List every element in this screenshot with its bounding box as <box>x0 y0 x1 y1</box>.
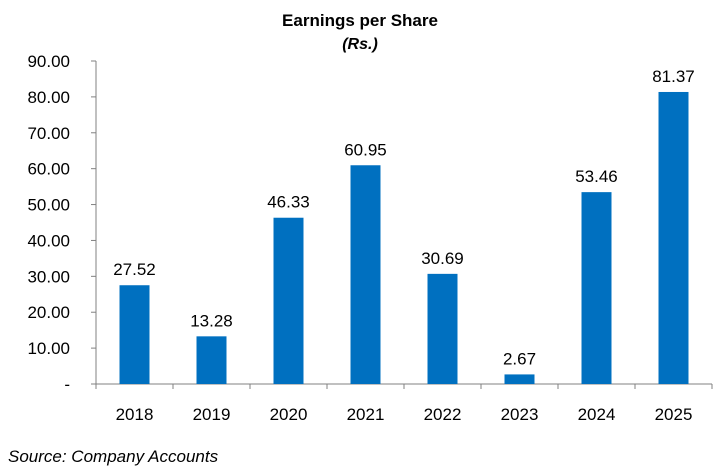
chart-title: Earnings per Share <box>282 11 438 30</box>
bar-2021 <box>350 165 381 384</box>
x-tick-label-2024: 2024 <box>578 405 616 424</box>
x-tick-label-2019: 2019 <box>193 405 231 424</box>
bar-2019 <box>196 336 227 384</box>
data-label-2023: 2.67 <box>503 349 536 368</box>
data-label-2025: 81.37 <box>652 67 695 86</box>
x-tick-label-2020: 2020 <box>270 405 308 424</box>
data-label-2020: 46.33 <box>267 193 310 212</box>
y-tick-label: 10.00 <box>27 339 70 358</box>
y-tick-label: 40.00 <box>27 231 70 250</box>
bar-2022 <box>427 273 458 384</box>
y-tick-label: 20.00 <box>27 303 70 322</box>
x-tick-label-2025: 2025 <box>655 405 693 424</box>
y-tick-label: 60.00 <box>27 160 70 179</box>
y-tick-label: 30.00 <box>27 267 70 286</box>
y-tick-label: 50.00 <box>27 196 70 215</box>
y-tick-label: 90.00 <box>27 52 70 71</box>
chart-subtitle: (Rs.) <box>342 36 378 53</box>
data-label-2022: 30.69 <box>421 249 464 268</box>
data-label-2019: 13.28 <box>190 311 233 330</box>
data-label-2024: 53.46 <box>575 167 618 186</box>
bar-2023 <box>504 374 535 384</box>
y-tick-label: - <box>64 375 70 394</box>
data-label-2018: 27.52 <box>113 260 156 279</box>
y-tick-label: 70.00 <box>27 124 70 143</box>
bar-2020 <box>273 217 304 384</box>
data-label-2021: 60.95 <box>344 140 387 159</box>
x-tick-label-2023: 2023 <box>501 405 539 424</box>
bar-2025 <box>658 91 689 385</box>
x-tick-label-2022: 2022 <box>424 405 462 424</box>
y-tick-label: 80.00 <box>27 88 70 107</box>
x-tick-label-2021: 2021 <box>347 405 385 424</box>
plot-area: - 10.00 20.00 30.00 40.00 50.00 60.00 70.00 80.0… <box>27 52 713 424</box>
source-note: Source: Company Accounts <box>8 447 219 466</box>
bar-2024 <box>581 192 612 384</box>
x-tick-label-2018: 2018 <box>116 405 154 424</box>
bar-2018 <box>119 285 150 384</box>
